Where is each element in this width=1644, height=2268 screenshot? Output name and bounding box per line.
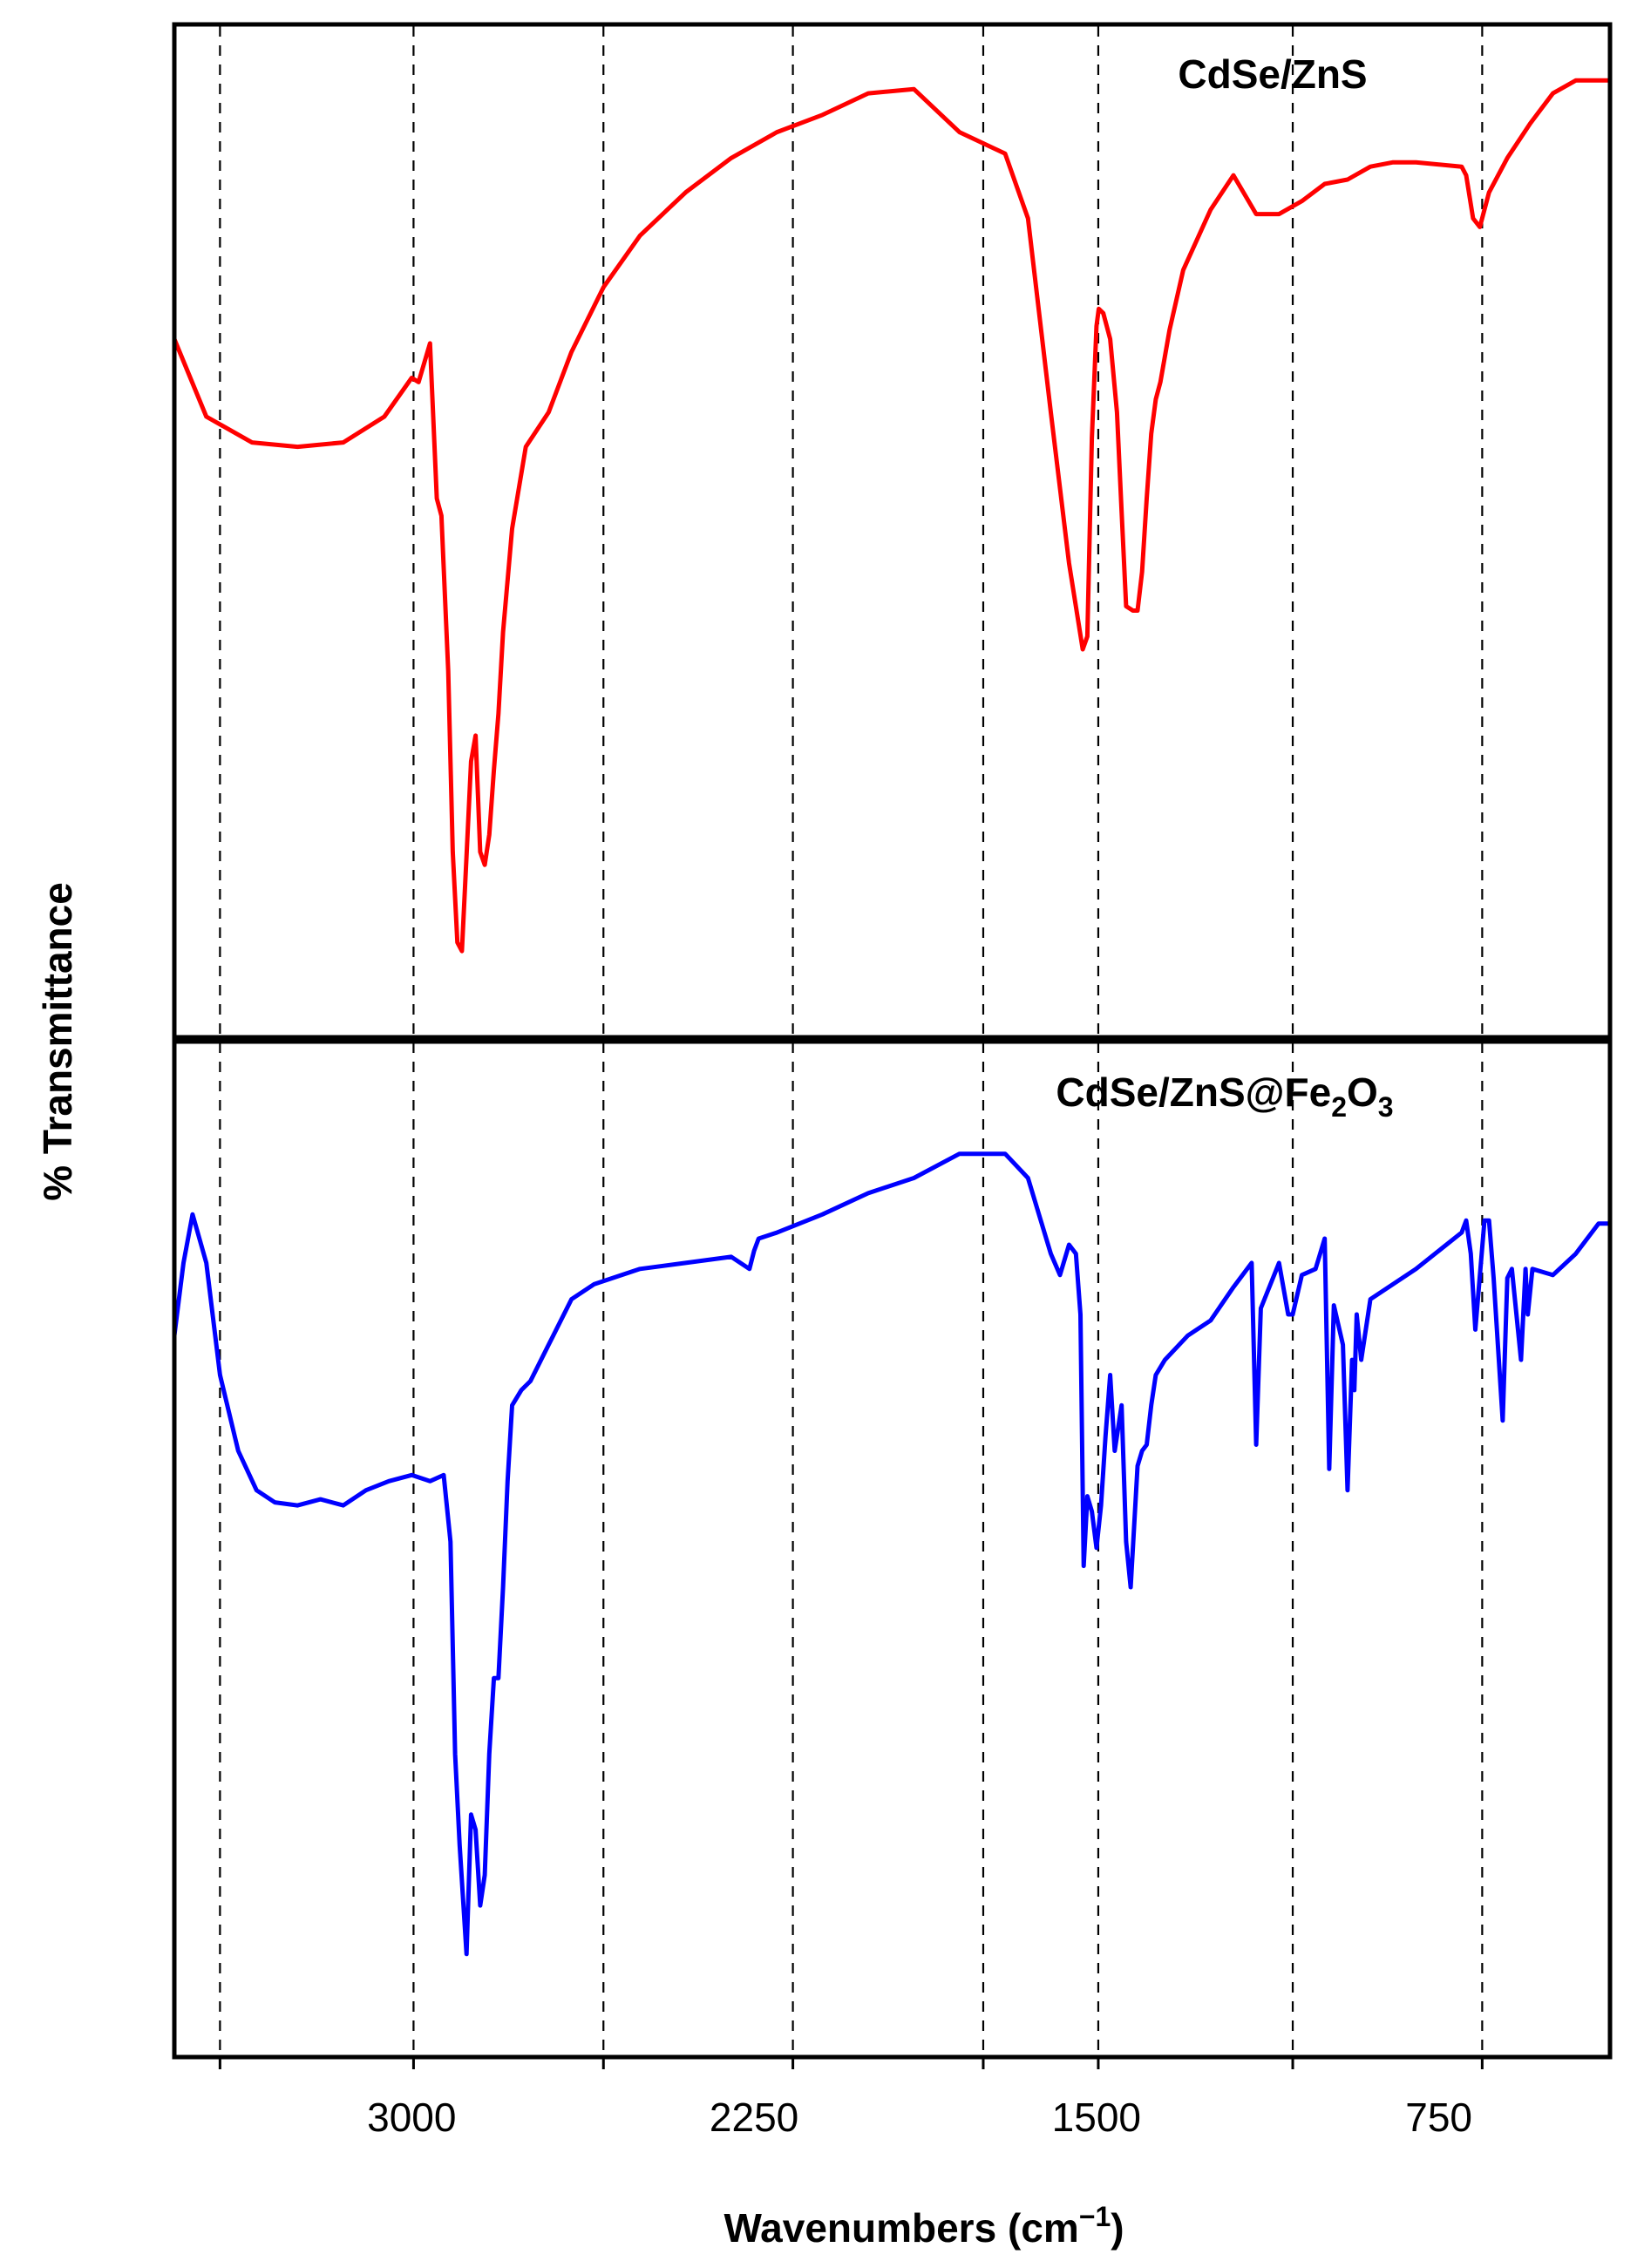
x-tick-label-2250: 2250 xyxy=(710,2095,798,2140)
series-line-bottom xyxy=(172,1151,1610,1957)
top-panel-frame xyxy=(172,22,1613,1040)
series-layer xyxy=(172,78,1610,1957)
bottom-panel-label: CdSe/ZnS@Fe2O3 xyxy=(1056,1069,1393,1123)
bottom-panel-frame xyxy=(172,1039,1613,2060)
series-line-top xyxy=(172,78,1610,954)
top-panel-label: CdSe/ZnS xyxy=(1178,51,1367,97)
x-tick-label-750: 750 xyxy=(1405,2095,1472,2140)
x-axis-title-sup: −1 xyxy=(1079,2201,1111,2232)
x-axis-title: Wavenumbers (cm−1) xyxy=(723,2201,1124,2251)
bottom-panel-label-part-a: CdSe/ZnS@Fe xyxy=(1056,1069,1331,1115)
x-tick-label-3000: 3000 xyxy=(367,2095,456,2140)
bottom-panel-label-sub-1: 2 xyxy=(1331,1091,1347,1123)
x-tick-label-1500: 1500 xyxy=(1052,2095,1141,2140)
bottom-panel-label-sub-2: 3 xyxy=(1378,1091,1394,1123)
bottom-panel-label-part-b: O xyxy=(1347,1069,1378,1115)
y-axis-title: % Transmittance xyxy=(35,882,80,1201)
reference-lines xyxy=(219,26,1484,2055)
x-axis-ticks: 3000 2250 1500 750 xyxy=(218,2057,1484,2140)
x-axis-title-close: ) xyxy=(1111,2205,1124,2251)
x-axis-title-main: Wavenumbers (cm xyxy=(723,2205,1078,2251)
